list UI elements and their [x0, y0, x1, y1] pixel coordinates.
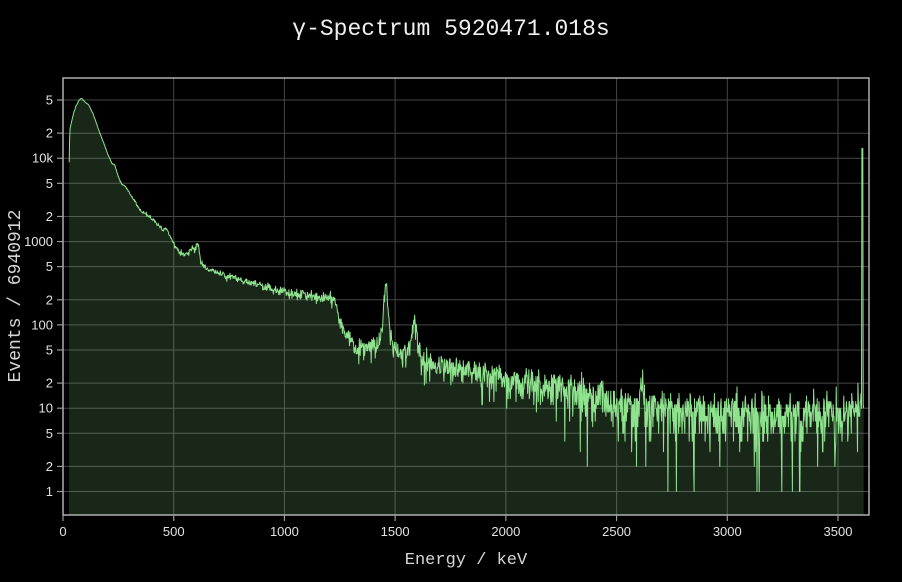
y-tick-label: 5 — [46, 259, 53, 274]
y-tick-label: 5 — [46, 176, 53, 191]
x-tick-label: 1500 — [381, 524, 410, 539]
x-tick-label: 0 — [59, 524, 66, 539]
spectrum-line — [68, 98, 865, 492]
x-tick-label: 3500 — [824, 524, 853, 539]
y-tick-label: 5 — [46, 92, 53, 107]
chart-title: γ-Spectrum 5920471.018s — [292, 16, 610, 42]
y-tick-label: 5 — [46, 426, 53, 441]
y-tick-label: 2 — [46, 126, 53, 141]
y-tick-label: 1 — [46, 484, 53, 499]
x-axis-title: Energy / keV — [404, 551, 528, 570]
y-tick-label: 10k — [32, 151, 53, 166]
x-tick-label: 2500 — [602, 524, 631, 539]
y-axis-title: Events / 6940912 — [6, 209, 26, 383]
y-tick-label: 10 — [39, 401, 53, 416]
spectrum-area — [69, 98, 864, 515]
y-tick-label: 2 — [46, 376, 53, 391]
y-tick-label: 1000 — [24, 234, 53, 249]
x-tick-label: 3000 — [713, 524, 742, 539]
y-tick-label: 2 — [46, 209, 53, 224]
x-tick-label: 2000 — [491, 524, 520, 539]
x-tick-label: 1000 — [270, 524, 299, 539]
plot-border — [62, 77, 870, 516]
y-tick-label: 2 — [46, 459, 53, 474]
y-tick-label: 2 — [46, 292, 53, 307]
y-tick-label: 100 — [31, 317, 53, 332]
y-tick-label: 5 — [46, 342, 53, 357]
x-tick-label: 500 — [163, 524, 185, 539]
